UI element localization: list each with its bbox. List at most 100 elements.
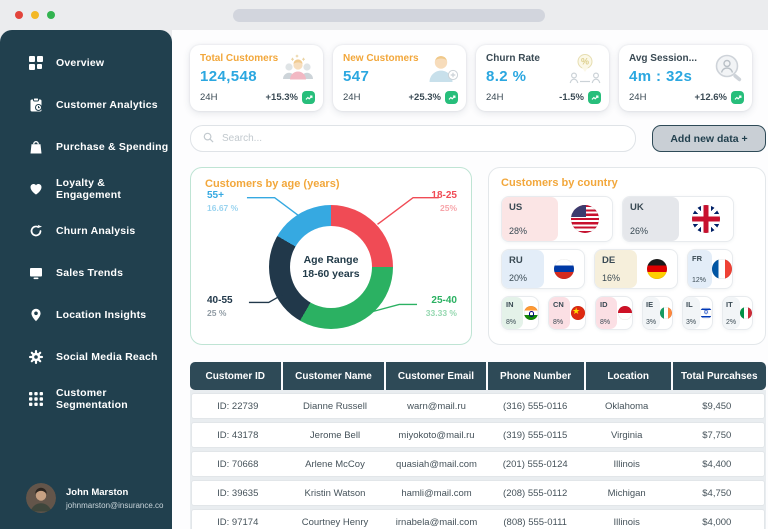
- sidebar-item-overview[interactable]: Overview: [0, 42, 172, 84]
- stat-change: +12.6%: [694, 92, 728, 103]
- search-bar[interactable]: [190, 125, 636, 152]
- map-pin-icon: [28, 308, 43, 323]
- stat-value: 8.2 %: [486, 68, 527, 85]
- country-code: ID: [600, 300, 608, 309]
- table-cell: $4,400: [702, 458, 732, 470]
- country-card-cn: CN 8%: [548, 296, 586, 330]
- stat-change: +15.3%: [265, 92, 299, 103]
- segment-percent: 25%: [439, 202, 457, 213]
- search-input[interactable]: [222, 133, 623, 144]
- table-cell: irnabela@mail.com: [395, 516, 478, 528]
- column-header-phone-number: Phone Number: [487, 362, 584, 390]
- stat-title: Churn Rate: [486, 53, 540, 64]
- country-label: US 28%: [502, 197, 558, 241]
- table-cell: quasiah@mail.com: [396, 458, 477, 470]
- column-header-customer-id: Customer ID: [190, 362, 281, 390]
- sidebar: Overview Customer Analytics Purchase & Spe…: [0, 30, 172, 529]
- table-row: ID: 70668 Arlene McCoy quasiah@mail.com (20…: [191, 451, 765, 477]
- stat-change: +25.3%: [408, 92, 442, 103]
- country-code: IN: [506, 300, 514, 309]
- user-name: John Marston: [66, 486, 129, 498]
- country-label: ID 8%: [596, 297, 617, 329]
- table-row: ID: 39635 Kristin Watson hamli@mail.com (20…: [191, 480, 765, 506]
- user-avatar: [26, 483, 56, 513]
- country-panel: Customers by country US 28% UK 26% RU 20% DE 1…: [488, 167, 766, 345]
- table-cell: Courtney Henry: [301, 516, 369, 528]
- table-cell: (319) 555-0115: [503, 429, 568, 441]
- country-row-1: US 28% UK 26%: [501, 196, 753, 242]
- user-add-icon: [426, 53, 460, 90]
- table-row: ID: 43178 Jerome Bell miyokoto@mail.ru (319…: [191, 422, 765, 448]
- window-titlebar: [0, 0, 768, 30]
- uk-flag-icon: [692, 205, 720, 233]
- user-profile[interactable]: John Marston johnmarston@insurance.co: [0, 483, 172, 529]
- sidebar-item-label: Social Media Reach: [56, 351, 158, 363]
- table-cell: ID: 22739: [217, 400, 259, 412]
- sidebar-item-customer-segmentation[interactable]: Customer Segmentation: [0, 378, 172, 420]
- table-cell: Illinois: [613, 458, 640, 470]
- donut-label-40-55: 40-55 25 %: [207, 295, 233, 318]
- sidebar-item-churn-analysis[interactable]: Churn Analysis: [0, 210, 172, 252]
- country-code: UK: [630, 202, 644, 213]
- table-row: ID: 22739 Dianne Russell warn@mail.ru (316)…: [191, 393, 765, 419]
- country-percent: 16%: [602, 273, 621, 283]
- customer-table: Customer ID Customer Name Customer Email Ph…: [190, 362, 766, 529]
- stat-value: 124,548: [200, 68, 258, 85]
- minimize-button[interactable]: [31, 11, 39, 19]
- stat-change: -1.5%: [559, 92, 584, 103]
- age-donut-chart: Age Range 18-60 years: [269, 205, 393, 329]
- fr-flag-icon: [712, 259, 732, 279]
- table-cell: $9,450: [702, 400, 732, 412]
- country-label: IT 2%: [723, 297, 740, 329]
- ru-flag-icon: [554, 259, 574, 279]
- country-label: DE 16%: [595, 250, 637, 288]
- gear-icon: [28, 350, 43, 365]
- country-card-it: IT 2%: [722, 296, 753, 330]
- heart-icon: [28, 182, 43, 197]
- stat-title: Total Customers: [200, 53, 279, 64]
- stats-row: Total Customers 124,548 24H +15.3% New Custo…: [190, 45, 766, 111]
- donut-label-55: 55+ 16.67 %: [207, 190, 238, 213]
- country-card-us: US 28%: [501, 196, 613, 242]
- percent-people-icon: %: [567, 53, 603, 90]
- sidebar-item-sales-trends[interactable]: Sales Trends: [0, 252, 172, 294]
- sidebar-item-customer-analytics[interactable]: Customer Analytics: [0, 84, 172, 126]
- user-email: johnmarston@insurance.co: [66, 500, 164, 510]
- sidebar-item-loyalty-engagement[interactable]: Loyalty & Engagement: [0, 168, 172, 210]
- country-percent: 8%: [600, 319, 611, 326]
- table-cell: (316) 555-0116: [503, 400, 568, 412]
- country-code: IE: [646, 300, 654, 309]
- de-flag-icon: [647, 259, 667, 279]
- table-cell: $7,750: [702, 429, 732, 441]
- trend-up-icon: [731, 91, 744, 104]
- country-panel-title: Customers by country: [501, 177, 618, 189]
- close-button[interactable]: [15, 11, 23, 19]
- country-card-id: ID 8%: [595, 296, 633, 330]
- table-cell: Michigan: [607, 487, 646, 499]
- zoom-button[interactable]: [47, 11, 55, 19]
- table-cell: (808) 555-0111: [503, 516, 567, 528]
- column-header-total-purcahses: Total Purcahses: [672, 362, 766, 390]
- country-label: UK 26%: [623, 197, 679, 241]
- country-percent: 26%: [630, 226, 649, 236]
- column-header-location: Location: [585, 362, 671, 390]
- sidebar-item-location-insights[interactable]: Location Insights: [0, 294, 172, 336]
- segment-percent: 25 %: [207, 307, 227, 318]
- country-card-fr: FR 12%: [687, 249, 733, 289]
- country-percent: 12%: [692, 277, 707, 284]
- url-bar[interactable]: [233, 9, 545, 22]
- country-card-uk: UK 26%: [622, 196, 734, 242]
- column-header-customer-email: Customer Email: [386, 362, 486, 390]
- table-cell: warn@mail.ru: [407, 400, 466, 412]
- country-percent: 20%: [509, 273, 528, 283]
- country-percent: 28%: [509, 226, 528, 236]
- grid-dots-icon: [28, 392, 43, 407]
- country-code: IL: [686, 300, 693, 309]
- add-new-data-button[interactable]: Add new data +: [652, 125, 766, 152]
- segment-label: 40-55: [207, 295, 233, 306]
- svg-text:%: %: [581, 57, 589, 67]
- sidebar-item-social-media-reach[interactable]: Social Media Reach: [0, 336, 172, 378]
- country-label: IN 8%: [502, 297, 523, 329]
- stat-card-avg-session: Avg Session... 4m : 32s 24H +12.6%: [619, 45, 752, 111]
- sidebar-item-purchase-spending[interactable]: Purchase & Spending: [0, 126, 172, 168]
